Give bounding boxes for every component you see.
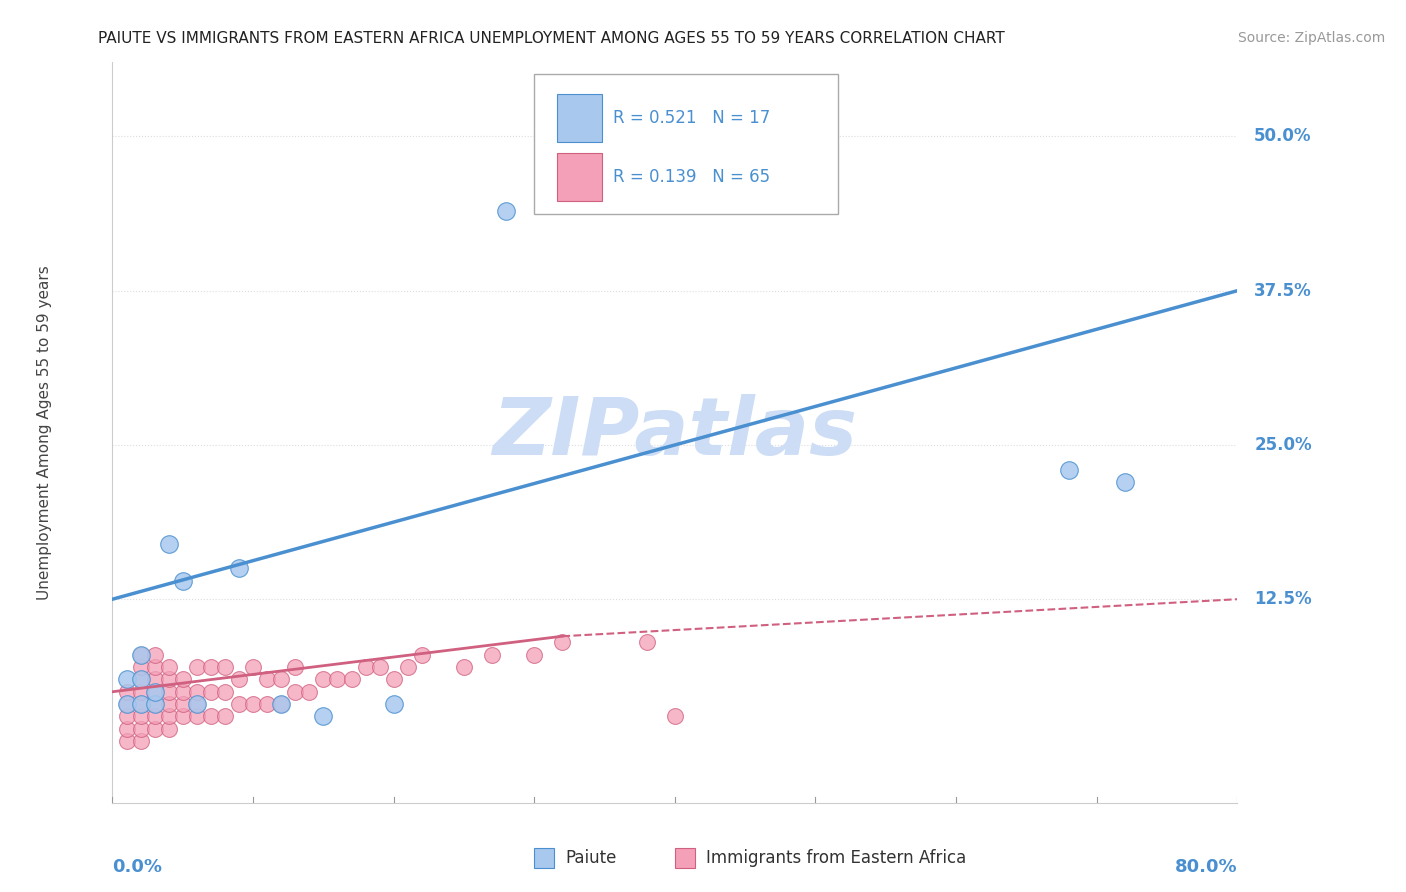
Point xyxy=(284,685,307,699)
Point xyxy=(129,734,152,748)
Point xyxy=(143,648,166,662)
Point xyxy=(270,673,292,687)
Point xyxy=(143,685,166,699)
Text: R = 0.139   N = 65: R = 0.139 N = 65 xyxy=(613,169,770,186)
Point xyxy=(115,685,138,699)
Point xyxy=(143,685,166,699)
Point xyxy=(523,648,546,662)
Text: 12.5%: 12.5% xyxy=(1254,591,1312,608)
Point xyxy=(186,697,208,711)
Bar xyxy=(557,153,602,202)
Point xyxy=(256,697,278,711)
Point xyxy=(312,673,335,687)
Point xyxy=(298,685,321,699)
Point xyxy=(481,648,503,662)
Point xyxy=(129,709,152,723)
Point xyxy=(368,660,391,674)
Text: 37.5%: 37.5% xyxy=(1254,282,1312,300)
Point xyxy=(143,697,166,711)
Point xyxy=(129,697,152,711)
Text: 50.0%: 50.0% xyxy=(1254,128,1312,145)
Point xyxy=(214,685,236,699)
Point xyxy=(270,697,292,711)
Point xyxy=(115,673,138,687)
Point xyxy=(551,635,574,649)
Point xyxy=(228,697,250,711)
Point xyxy=(157,722,180,736)
Point xyxy=(382,673,405,687)
Text: Unemployment Among Ages 55 to 59 years: Unemployment Among Ages 55 to 59 years xyxy=(38,265,52,600)
Point xyxy=(228,673,250,687)
Point xyxy=(495,203,517,218)
Point xyxy=(172,697,194,711)
Point xyxy=(143,673,166,687)
Point xyxy=(284,660,307,674)
Point xyxy=(115,697,138,711)
Point xyxy=(115,722,138,736)
Point xyxy=(186,685,208,699)
Point xyxy=(242,660,264,674)
FancyBboxPatch shape xyxy=(534,73,838,214)
Point xyxy=(115,709,138,723)
Point xyxy=(214,660,236,674)
Point xyxy=(411,648,433,662)
Point xyxy=(1114,475,1136,489)
Point xyxy=(115,697,138,711)
Point xyxy=(129,673,152,687)
Point xyxy=(172,673,194,687)
Point xyxy=(115,734,138,748)
Point xyxy=(200,660,222,674)
Point xyxy=(129,648,152,662)
Point xyxy=(186,697,208,711)
Point xyxy=(396,660,419,674)
Point xyxy=(453,660,475,674)
Point xyxy=(157,697,180,711)
Point xyxy=(256,673,278,687)
Text: PAIUTE VS IMMIGRANTS FROM EASTERN AFRICA UNEMPLOYMENT AMONG AGES 55 TO 59 YEARS : PAIUTE VS IMMIGRANTS FROM EASTERN AFRICA… xyxy=(98,31,1005,46)
Point xyxy=(143,709,166,723)
Text: 25.0%: 25.0% xyxy=(1254,436,1312,454)
Point xyxy=(172,709,194,723)
Text: 80.0%: 80.0% xyxy=(1174,858,1237,876)
Point xyxy=(129,722,152,736)
Point xyxy=(200,685,222,699)
Point xyxy=(143,722,166,736)
Bar xyxy=(557,94,602,142)
Point xyxy=(129,660,152,674)
Point xyxy=(157,660,180,674)
Point xyxy=(228,561,250,575)
Point xyxy=(664,709,686,723)
Text: Immigrants from Eastern Africa: Immigrants from Eastern Africa xyxy=(706,849,966,867)
Point xyxy=(157,709,180,723)
Point xyxy=(636,635,658,649)
Point xyxy=(143,660,166,674)
Point xyxy=(340,673,363,687)
Point xyxy=(312,709,335,723)
Text: Source: ZipAtlas.com: Source: ZipAtlas.com xyxy=(1237,31,1385,45)
Point xyxy=(157,673,180,687)
Point xyxy=(186,660,208,674)
Point xyxy=(354,660,377,674)
Point xyxy=(157,685,180,699)
Point xyxy=(129,648,152,662)
Point xyxy=(129,685,152,699)
Text: Paiute: Paiute xyxy=(565,849,617,867)
Point xyxy=(1057,462,1080,476)
Point xyxy=(200,709,222,723)
Text: ZIPatlas: ZIPatlas xyxy=(492,393,858,472)
Point xyxy=(129,697,152,711)
Point xyxy=(326,673,349,687)
Point xyxy=(172,574,194,588)
Point xyxy=(242,697,264,711)
Text: R = 0.521   N = 17: R = 0.521 N = 17 xyxy=(613,109,770,127)
Point xyxy=(172,685,194,699)
Point xyxy=(129,673,152,687)
Text: 0.0%: 0.0% xyxy=(112,858,163,876)
Point xyxy=(382,697,405,711)
Point xyxy=(143,697,166,711)
Point xyxy=(157,536,180,550)
Point xyxy=(186,709,208,723)
Point xyxy=(270,697,292,711)
Point xyxy=(214,709,236,723)
